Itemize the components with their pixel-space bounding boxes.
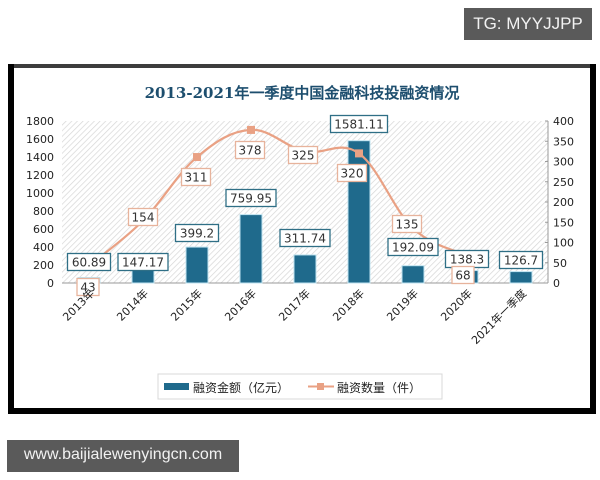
line-data-label: 135 xyxy=(396,218,419,232)
legend-bar-swatch xyxy=(164,383,189,390)
line-data-label: 378 xyxy=(239,144,262,158)
left-axis-tick: 200 xyxy=(33,259,54,272)
right-axis-tick: 300 xyxy=(553,156,574,169)
legend-label-count: 融资数量（件） xyxy=(337,380,421,395)
bar-data-label-box xyxy=(117,252,169,272)
bar-data-label: 399.2 xyxy=(180,227,214,241)
watermark-url: www.baijialewenyingcn.com xyxy=(7,440,239,472)
left-axis-tick: 1800 xyxy=(26,115,54,128)
line-data-label-box xyxy=(287,145,319,165)
legend: 融资金额（亿元） 融资数量（件） xyxy=(157,373,443,400)
bar xyxy=(185,246,209,284)
left-axis-tick: 1000 xyxy=(26,187,54,200)
bar xyxy=(401,265,425,284)
line-data-label: 43 xyxy=(80,281,95,295)
left-axis-tick: 600 xyxy=(33,223,54,236)
left-axis-tick: 0 xyxy=(47,277,54,290)
bar-data-labels: 60.89 147.17 399.2 759.95 311.74 1581.11 192.0… xyxy=(66,114,544,272)
left-axis: 0 200 400 600 800 1000 1200 1400 1600 1800 xyxy=(26,115,54,290)
line-data-label-box xyxy=(76,277,100,297)
right-axis-tick: 0 xyxy=(553,277,560,290)
bar xyxy=(509,271,533,284)
right-axis-tick: 400 xyxy=(553,115,574,128)
right-axis-tick: 50 xyxy=(553,257,567,270)
right-axis: 0 50 100 150 200 250 300 350 400 xyxy=(545,115,574,290)
line-data-label-box xyxy=(180,167,212,187)
watermark-tg: TG: MYYJJPP xyxy=(464,8,592,40)
bar-data-label-box xyxy=(387,237,439,257)
line-data-label-box xyxy=(451,265,475,285)
bar-data-label: 759.95 xyxy=(230,192,272,206)
right-axis-tick: 250 xyxy=(553,176,574,189)
line-data-label-box xyxy=(234,140,266,160)
bar-data-label: 1581.11 xyxy=(334,118,384,132)
line-data-labels: 43 154 311 378 325 320 135 68 xyxy=(76,140,475,297)
bar xyxy=(239,214,263,284)
left-axis-tick: 400 xyxy=(33,241,54,254)
bar-data-label-box xyxy=(498,250,544,270)
line-data-label: 320 xyxy=(341,167,364,181)
line-data-label: 68 xyxy=(455,269,470,283)
left-axis-tick: 1600 xyxy=(26,133,54,146)
line-data-label-box xyxy=(127,207,159,227)
bar-data-label: 147.17 xyxy=(122,256,164,270)
left-axis-tick: 1200 xyxy=(26,169,54,182)
bar-data-label-box xyxy=(225,188,277,208)
bar-data-label-box xyxy=(329,114,389,134)
line-data-label-box xyxy=(391,214,423,234)
line-marker xyxy=(355,149,363,158)
right-axis-tick: 100 xyxy=(553,237,574,250)
bar-data-label: 192.09 xyxy=(392,241,434,255)
line-data-label-box xyxy=(336,163,368,183)
bar-data-label-box xyxy=(66,252,112,272)
line-data-label: 325 xyxy=(292,149,315,163)
right-axis-tick: 150 xyxy=(553,216,574,229)
chart-title: 2013-2021年一季度中国金融科技投融资情况 xyxy=(145,84,460,102)
legend-label-amount: 融资金额（亿元） xyxy=(193,380,289,395)
bar-data-label: 126.7 xyxy=(504,254,538,268)
bar-data-label: 60.89 xyxy=(72,256,106,270)
chart-frame-top-edge xyxy=(14,64,590,68)
right-axis-tick: 350 xyxy=(553,135,574,148)
bar xyxy=(293,254,317,284)
bar-data-label: 138.3 xyxy=(450,253,484,267)
left-axis-tick: 800 xyxy=(33,205,54,218)
bar-data-label-box xyxy=(279,228,331,248)
line-data-label: 154 xyxy=(132,211,155,225)
line-marker xyxy=(193,153,201,162)
line-data-label: 311 xyxy=(185,171,208,185)
bar-data-label-box xyxy=(174,223,220,243)
left-axis-tick: 1400 xyxy=(26,151,54,164)
right-axis-tick: 200 xyxy=(553,196,574,209)
bar xyxy=(131,269,155,284)
line-marker xyxy=(247,125,255,134)
bar-data-label: 311.74 xyxy=(284,232,326,246)
